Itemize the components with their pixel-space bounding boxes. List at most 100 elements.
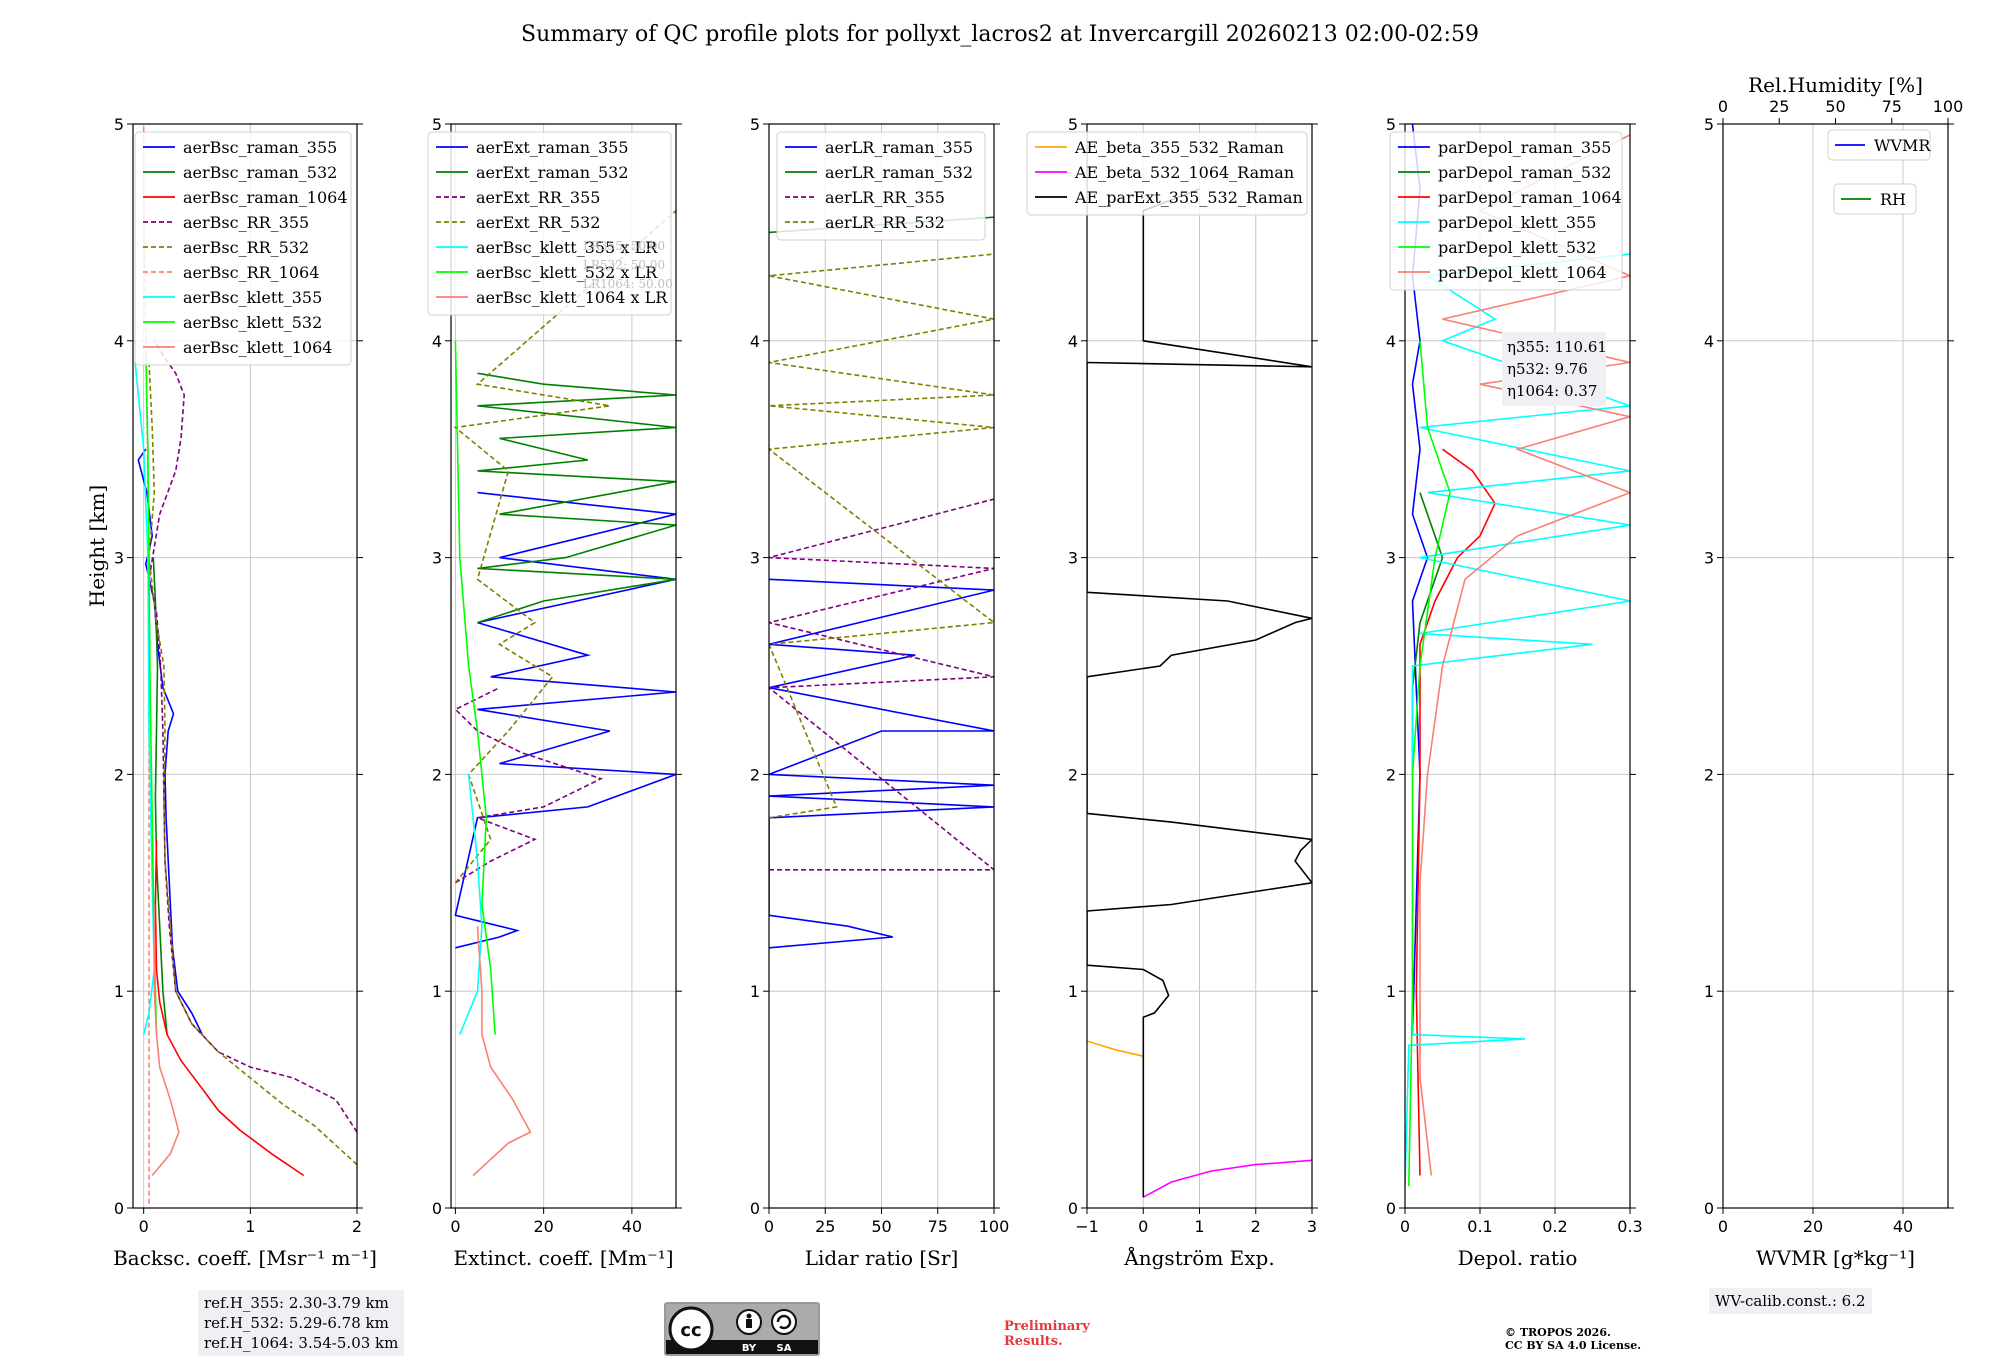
legend-label: aerExt_RR_355	[476, 188, 600, 207]
y-tick-label: 2	[114, 765, 124, 784]
x-tick-label: 20	[1803, 1217, 1823, 1236]
y-tick-label: 1	[432, 982, 442, 1001]
legend-frame	[1827, 129, 1931, 161]
y-tick-label: 3	[432, 549, 442, 568]
legend-label: parDepol_raman_532	[1438, 163, 1611, 182]
series-line-aerExt_raman_355	[454, 491, 676, 949]
top-x-tick-label: 100	[1933, 97, 1964, 116]
y-tick-label: 4	[750, 332, 760, 351]
x-tick-label: 0	[764, 1217, 774, 1236]
series-line-parDepol_klett_532	[1408, 340, 1451, 1187]
legend: WVMR RH	[1827, 129, 1931, 215]
copyright-line-2: CC BY SA 4.0 License.	[1505, 1339, 1642, 1352]
y-tick-label: 1	[1068, 982, 1078, 1001]
copyright-line-1: © TROPOS 2026.	[1505, 1326, 1611, 1339]
series-line-aerBsc_raman_355	[137, 448, 204, 1035]
plot-frame	[450, 123, 677, 1209]
x-tick-label: 40	[1893, 1217, 1913, 1236]
y-tick-label: 3	[750, 549, 760, 568]
y-tick-label: 5	[1704, 115, 1714, 134]
y-tick-label: 3	[1068, 549, 1078, 568]
top-x-axis-label: Rel.Humidity [%]	[1748, 73, 1923, 97]
legend-label: parDepol_raman_355	[1438, 138, 1611, 157]
legend: aerBsc_raman_355 aerBsc_raman_532 aerBsc_r…	[134, 131, 352, 366]
x-tick-label: 0.3	[1617, 1217, 1642, 1236]
cc-by-label: BY	[742, 1343, 757, 1354]
legend-label: aerLR_RR_532	[825, 213, 945, 232]
y-tick-label: 5	[432, 115, 442, 134]
legend-label: aerBsc_raman_1064	[183, 188, 348, 207]
y-tick-label: 0	[114, 1199, 124, 1218]
chart-backscatter: 0 1 2 0 1 2 3 4 5 Backsc. coeff. [Msr⁻¹ m⁻¹] Heigh…	[85, 115, 377, 1270]
legend-label: aerExt_raman_532	[476, 163, 629, 182]
series-line-aerBsc_raman_532	[152, 557, 168, 1035]
series-line-aerLR_RR_355	[769, 498, 994, 871]
series-line-parDepol_klett_1064	[1419, 134, 1630, 1176]
y-tick-label: 3	[114, 549, 124, 568]
chart-wvmr: 0 20 40 0 1 2 3 4 5 WVMR [g*kg⁻¹] 0 25 50 75 100 Rel.Hu…	[1704, 73, 1963, 1270]
legend-label: aerBsc_klett_1064	[183, 338, 332, 357]
legend-label: parDepol_klett_532	[1438, 238, 1596, 257]
legend-frame	[1026, 131, 1308, 216]
y-axis-label: Height [km]	[85, 485, 109, 607]
y-tick-label: 5	[750, 115, 760, 134]
figure-title: Summary of QC profile plots for pollyxt_…	[521, 22, 1479, 47]
series-line-aerBsc_RR_355	[148, 340, 357, 1133]
y-tick-label: 0	[1068, 1199, 1078, 1218]
y-tick-label: 1	[1386, 982, 1396, 1001]
legend-label: aerBsc_raman_532	[183, 163, 337, 182]
x-tick-label: 3	[1307, 1217, 1317, 1236]
legend-label: aerBsc_raman_355	[183, 138, 337, 157]
y-tick-label: 0	[1386, 1199, 1396, 1218]
x-tick-label: 2	[1251, 1217, 1261, 1236]
x-axis-label: WVMR [g*kg⁻¹]	[1756, 1246, 1915, 1270]
x-tick-label: 0	[1718, 1217, 1728, 1236]
legend-label: aerExt_raman_355	[476, 138, 629, 157]
x-tick-label: 0	[139, 1217, 149, 1236]
x-tick-label: 0.2	[1542, 1217, 1567, 1236]
legend-label: aerBsc_klett_355	[183, 288, 322, 307]
chart-depol: 0 0.1 0.2 0.3 0 1 2 3 4 5 Depol. ratio parDepol_ram…	[1386, 115, 1643, 1270]
wv-calib-text: WV-calib.const.: 6.2	[1715, 1292, 1866, 1310]
legend-label: aerLR_raman_532	[825, 163, 973, 182]
legend-label: RH	[1880, 190, 1906, 209]
y-tick-label: 2	[432, 765, 442, 784]
cc-sa-label: SA	[777, 1343, 792, 1354]
y-tick-label: 0	[750, 1199, 760, 1218]
x-tick-label: 0	[1400, 1217, 1410, 1236]
copyright-note: © TROPOS 2026. CC BY SA 4.0 License.	[1505, 1326, 1641, 1352]
legend-label: aerBsc_klett_1064 x LR	[476, 288, 668, 307]
lr-label: LR355: 50.00	[583, 239, 665, 253]
series-line-aerBsc_klett_355	[134, 362, 156, 1035]
series-line-aerBsc_klett_1064 x LR	[472, 926, 532, 1177]
y-tick-label: 1	[114, 982, 124, 1001]
legend-label: aerExt_RR_532	[476, 213, 600, 232]
preliminary-note: Preliminary Results.	[1004, 1319, 1090, 1349]
x-axis-label: Depol. ratio	[1458, 1246, 1578, 1270]
x-tick-label: 1	[1194, 1217, 1204, 1236]
legend-frame	[134, 131, 352, 366]
y-tick-label: 5	[1386, 115, 1396, 134]
x-tick-label: −1	[1075, 1217, 1099, 1236]
plot-frame	[1404, 123, 1631, 1209]
series-line-aerBsc_klett_1064	[151, 904, 180, 1177]
legend-label: aerBsc_RR_1064	[183, 263, 319, 282]
series-line-aerBsc_klett_532 x LR	[454, 340, 496, 1035]
y-tick-label: 3	[1386, 549, 1396, 568]
x-tick-label: 0.1	[1467, 1217, 1492, 1236]
x-axis-label: Lidar ratio [Sr]	[805, 1246, 959, 1270]
legend-label: AE_beta_532_1064_Raman	[1074, 163, 1294, 182]
legend-label: parDepol_klett_355	[1438, 213, 1596, 232]
legend-frame	[1833, 183, 1917, 215]
legend-frame	[1389, 131, 1623, 291]
series-line-aerBsc_klett_355 x LR	[459, 774, 483, 1035]
x-tick-label: 20	[533, 1217, 553, 1236]
y-tick-label: 4	[114, 332, 124, 351]
y-tick-label: 0	[432, 1199, 442, 1218]
legend-label: parDepol_klett_1064	[1438, 263, 1607, 282]
ref-height-355: ref.H_355: 2.30-3.79 km	[204, 1294, 389, 1312]
legend-label: aerLR_raman_355	[825, 138, 973, 157]
y-tick-label: 2	[1704, 765, 1714, 784]
y-tick-label: 1	[750, 982, 760, 1001]
